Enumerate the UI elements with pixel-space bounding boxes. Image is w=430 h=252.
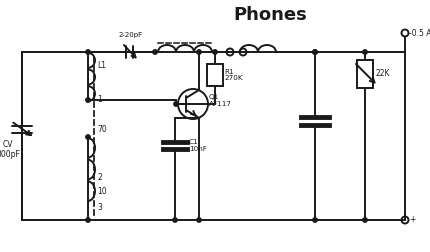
Circle shape	[363, 218, 367, 222]
Text: Q1
AF117: Q1 AF117	[209, 93, 232, 107]
Text: CV
300pF: CV 300pF	[0, 140, 20, 159]
Text: 3: 3	[97, 204, 102, 212]
Circle shape	[213, 50, 217, 54]
Text: +: +	[409, 215, 415, 225]
Text: Phones: Phones	[233, 6, 307, 24]
Circle shape	[173, 218, 177, 222]
Text: 70: 70	[97, 125, 107, 134]
Circle shape	[86, 218, 90, 222]
Circle shape	[153, 50, 157, 54]
Circle shape	[313, 218, 317, 222]
Text: C1
10nF: C1 10nF	[189, 139, 207, 152]
Text: 2: 2	[97, 173, 102, 181]
Text: R1
270K: R1 270K	[224, 69, 243, 81]
Text: 1: 1	[97, 96, 102, 105]
Circle shape	[86, 135, 90, 139]
Circle shape	[313, 50, 317, 54]
Text: 10: 10	[97, 187, 107, 197]
Text: 22K: 22K	[375, 70, 390, 79]
Circle shape	[174, 102, 178, 106]
Text: -0.5 A 2V: -0.5 A 2V	[409, 28, 430, 38]
Circle shape	[197, 50, 201, 54]
Circle shape	[197, 218, 201, 222]
Circle shape	[313, 50, 317, 54]
Bar	[207, 64, 223, 86]
Text: 2-20pF: 2-20pF	[118, 32, 143, 38]
Text: L1: L1	[97, 61, 106, 71]
Circle shape	[86, 98, 90, 102]
Circle shape	[363, 50, 367, 54]
Bar	[357, 60, 373, 88]
Circle shape	[86, 50, 90, 54]
